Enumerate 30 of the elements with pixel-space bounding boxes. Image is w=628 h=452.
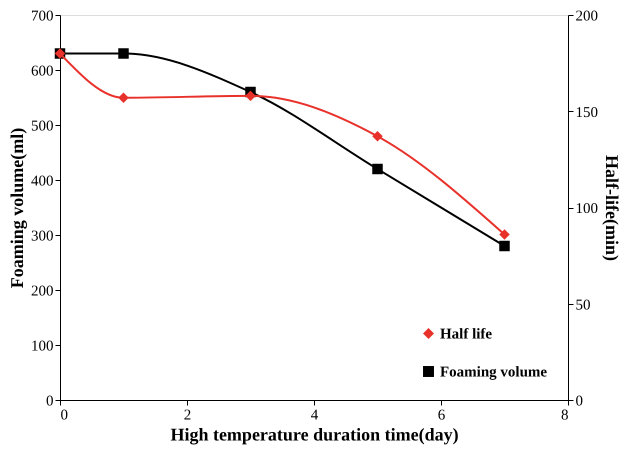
x-tick-label: 2 — [184, 408, 192, 424]
point — [499, 229, 510, 240]
y2-tick-label: 50 — [576, 297, 590, 314]
x-tick-label: 0 — [60, 408, 68, 424]
x-tick-label: 8 — [561, 408, 568, 424]
y-tick-label: 300 — [31, 228, 54, 244]
y-tick-label: 0 — [46, 394, 54, 410]
point — [245, 90, 256, 102]
y-tick-label: 200 — [31, 284, 54, 300]
point — [372, 131, 383, 142]
y-axis-title: Foaming volume(ml) — [7, 128, 27, 288]
y2-tick-label: 100 — [576, 201, 598, 217]
x-axis-title: High temperature duration time(day) — [170, 424, 459, 444]
point — [372, 164, 383, 174]
y-tick-label: 500 — [31, 118, 54, 134]
legend-label: Half life — [440, 326, 492, 342]
y-tick-label: 600 — [31, 64, 54, 80]
point — [499, 240, 510, 252]
y2-tick-label: 0 — [576, 394, 583, 410]
y2-tick-label: 150 — [576, 104, 598, 121]
y2-tick-label: 200 — [576, 8, 598, 24]
point — [118, 92, 129, 104]
legend-label: Foaming volume — [440, 364, 548, 380]
x-tick-label: 4 — [310, 408, 319, 424]
y-tick-label: 700 — [31, 8, 54, 24]
y2-axis-title: Half-life(min) — [602, 155, 622, 261]
x-tick-label: 6 — [438, 408, 446, 424]
y-tick-label: 400 — [31, 174, 54, 190]
y-tick-label: 100 — [31, 338, 54, 354]
point — [118, 48, 129, 59]
